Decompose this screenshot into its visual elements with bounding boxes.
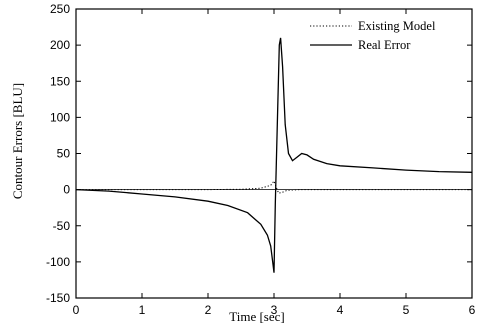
y-axis-label: Contour Errors [BLU] [10,83,25,199]
legend-label: Real Error [358,38,411,52]
legend-label: Existing Model [358,19,436,33]
x-tick-label: 2 [205,303,212,317]
x-axis-label: Time [sec] [229,309,285,324]
y-tick-label: -100 [46,255,70,269]
x-tick-label: 5 [403,303,410,317]
y-tick-label: 150 [50,74,70,88]
x-tick-label: 0 [73,303,80,317]
y-tick-label: 200 [50,38,70,52]
series-line-existing-model [76,179,472,194]
plot-frame [75,8,473,299]
y-tick-label: -50 [53,219,71,233]
x-tick-label: 3 [271,303,278,317]
series-layer [75,37,473,273]
y-tick-label: 0 [63,183,70,197]
y-tick-label: 100 [50,110,70,124]
y-tick-label: 250 [50,2,70,16]
ticks-layer: 0 1 2 3 4 5 6 -150 -100 -50 0 50 100 150 200 250 [46,2,476,317]
y-tick-label: -150 [46,291,70,305]
x-tick-label: 4 [337,303,344,317]
series-line-real-error [75,37,473,273]
x-tick-label: 1 [139,303,146,317]
x-tick-label: 6 [469,303,476,317]
y-tick-label: 50 [57,147,71,161]
legend: Existing Model Real Error [310,19,436,52]
